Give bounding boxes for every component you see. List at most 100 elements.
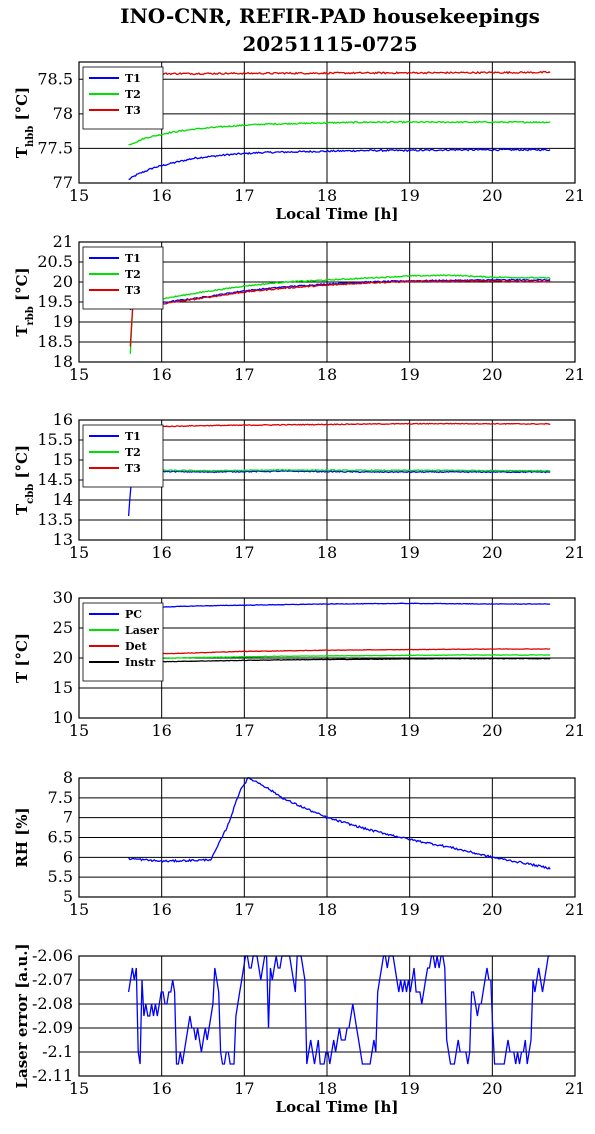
y-axis-label: RH [%] [13,807,31,867]
legend-label: T3 [125,284,141,297]
legend-label: T2 [125,88,141,101]
y-tick-label: 13 [53,530,73,549]
series-line-pc [128,602,551,611]
x-tick-label: 21 [565,365,585,384]
y-tick-label: 7.5 [48,788,73,807]
series-line-t3 [129,279,551,347]
y-tick-label: 6.5 [48,828,73,847]
y-axis-label: T [°C] [13,633,31,683]
y-tick-label: 30 [53,588,73,607]
x-tick-label: 19 [399,1079,419,1098]
x-tick-label: 15 [69,900,89,919]
x-tick-label: 19 [399,365,419,384]
x-tick-label: 15 [69,543,89,562]
x-axis-label: Local Time [h] [276,1098,399,1116]
plot-frame [78,597,576,719]
y-tick-label: 20 [53,648,73,667]
series-line-instr [128,657,551,663]
x-tick-label: 18 [317,721,337,740]
legend-label: Laser [125,624,159,637]
plot-frame [78,777,576,898]
y-tick-label: 77.5 [37,138,73,157]
y-tick-label: 20.5 [37,252,73,271]
legend: T1 T2 T3 [82,246,164,310]
x-tick-label: 15 [69,186,89,205]
series-line-t2 [129,274,551,354]
y-tick-label: 5 [63,887,73,906]
panel-6: 15 16 17 18 19 20 21 -2.11 -2.1 -2.09 -2.08 -2.07 -2… [13,943,585,1116]
legend-label: T3 [125,462,141,475]
x-tick-label: 16 [151,1079,171,1098]
y-tick-label: -2.08 [32,994,73,1013]
legend-label: T3 [125,104,141,117]
x-tick-label: 18 [317,186,337,205]
y-tick-label: 7 [63,808,73,827]
x-tick-label: 21 [565,1079,585,1098]
legend-label: Instr [125,656,155,669]
x-tick-label: 21 [565,543,585,562]
series-line-t1 [127,469,551,517]
x-tick-label: 15 [69,365,89,384]
x-tick-label: 21 [565,721,585,740]
x-tick-label: 17 [234,721,254,740]
y-tick-label: 14 [53,490,73,509]
y-tick-label: 19 [53,312,73,331]
y-axis-label: Trbb [°C] [13,267,36,336]
x-tick-label: 21 [565,186,585,205]
y-tick-label: 18 [53,352,73,371]
y-tick-label: 77 [53,173,73,192]
y-tick-label: 5.5 [48,867,73,886]
figure-title: INO-CNR, REFIR-PAD housekeepings [120,4,540,28]
legend: PC Laser Det Instr [82,602,164,682]
y-tick-label: 78.5 [37,69,73,88]
x-tick-label: 19 [399,186,419,205]
series-line-t2 [128,120,551,146]
y-tick-label: 25 [53,618,73,637]
y-tick-label: 16 [53,410,73,429]
legend-box [82,424,164,488]
y-axis-label: Thbb [°C] [13,87,36,158]
x-tick-label: 20 [482,365,502,384]
legend-label: T2 [125,268,141,281]
y-tick-label: 18.5 [37,332,73,351]
x-tick-label: 17 [234,186,254,205]
plot-frame [78,955,576,1077]
y-axis-label: Laser error [a.u.] [13,943,31,1088]
y-tick-label: 13.5 [37,510,73,529]
x-tick-label: 17 [234,543,254,562]
x-tick-label: 15 [69,721,89,740]
x-tick-label: 17 [234,365,254,384]
legend-box [82,246,164,310]
x-tick-label: 15 [69,1079,89,1098]
x-tick-label: 18 [317,543,337,562]
panel-1: 15 16 17 18 19 20 21 77 77.5 78 78.5 Local Time [h]… [13,61,585,223]
y-tick-label: 20 [53,272,73,291]
legend-label: T1 [125,72,141,85]
x-tick-label: 19 [399,900,419,919]
legend-label: PC [125,608,142,621]
legend-label: T1 [125,430,141,443]
y-tick-label: 15.5 [37,430,73,449]
y-tick-label: 19.5 [37,292,73,311]
y-tick-label: 10 [53,708,73,727]
plot-frame [78,419,576,541]
y-tick-label: 15 [53,450,73,469]
y-tick-label: 15 [53,678,73,697]
x-tick-label: 18 [317,900,337,919]
x-tick-label: 17 [234,900,254,919]
x-tick-label: 16 [151,543,171,562]
y-tick-label: 14.5 [37,470,73,489]
x-tick-label: 21 [565,900,585,919]
figure-subtitle: 20251115-0725 [242,32,417,56]
panel-5: 15 16 17 18 19 20 21 55.566.577.58 RH [%] [13,768,585,919]
x-tick-label: 20 [482,900,502,919]
legend-box [82,602,164,682]
y-tick-label: -2.06 [32,946,73,965]
series-line-t3 [128,70,551,76]
series-line-det [128,648,551,657]
legend: T1 T2 T3 [82,66,164,130]
y-tick-label: 6 [63,847,73,866]
x-tick-label: 19 [399,543,419,562]
legend-label: T1 [125,252,141,265]
